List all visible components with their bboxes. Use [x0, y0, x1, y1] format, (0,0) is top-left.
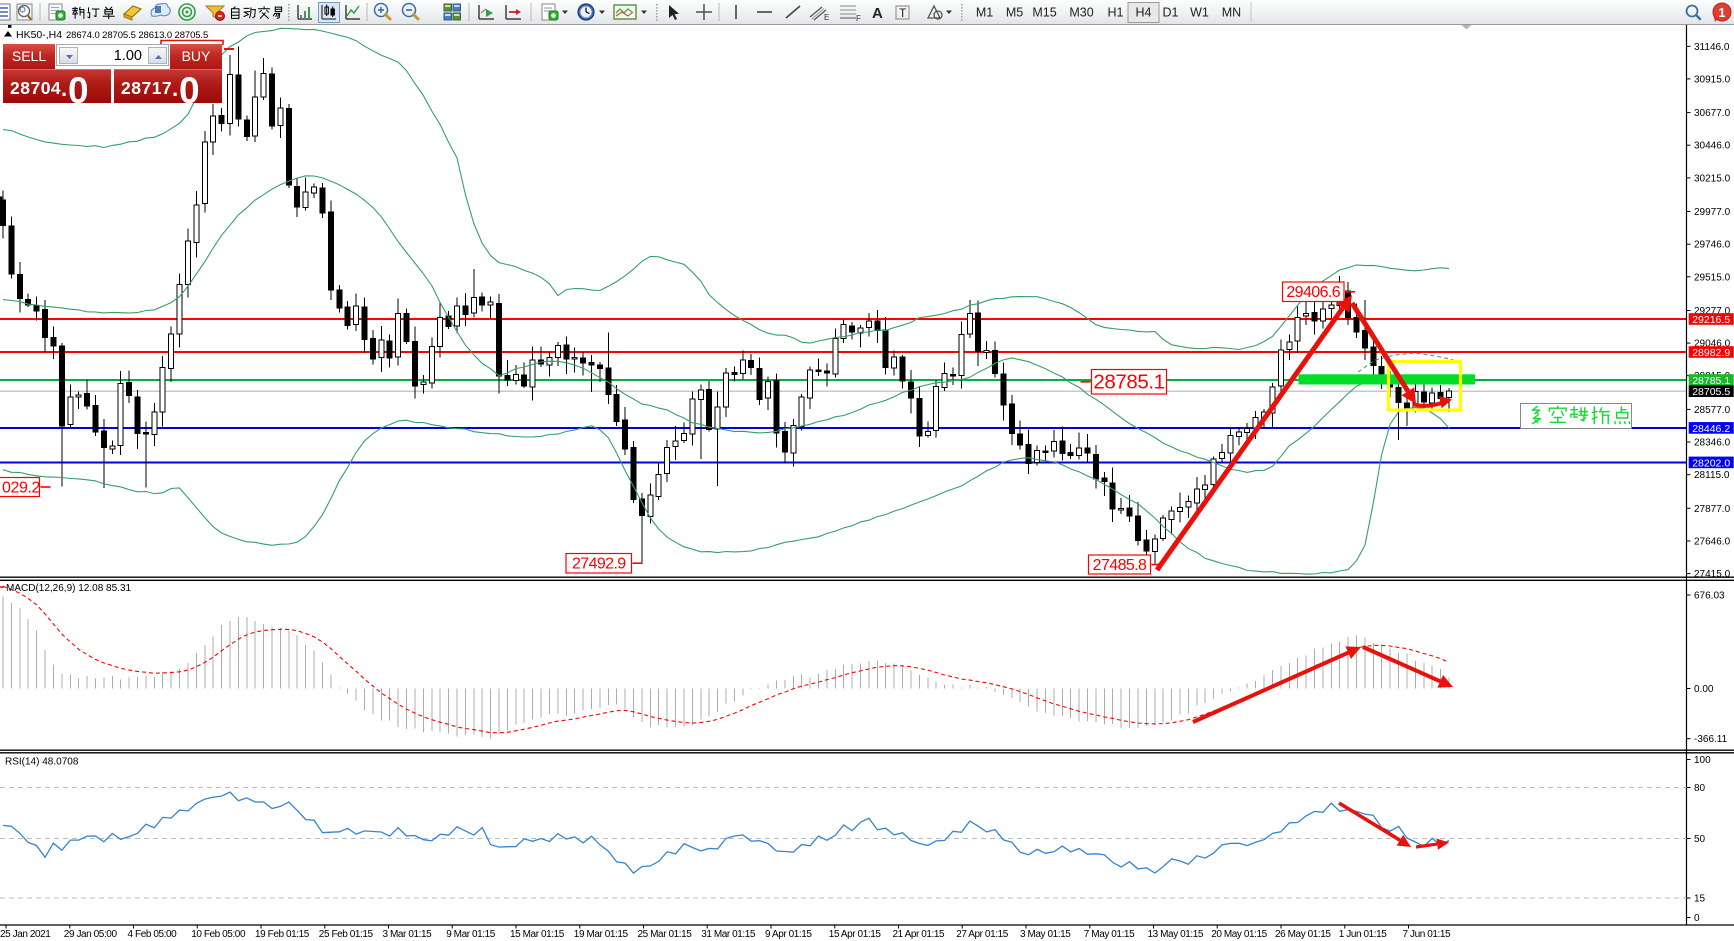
- svg-text:28346.0: 28346.0: [1694, 438, 1731, 449]
- svg-text:30215.0: 30215.0: [1694, 173, 1731, 184]
- svg-text:3 Mar 01:15: 3 Mar 01:15: [383, 929, 433, 940]
- svg-text:9 Apr 01:15: 9 Apr 01:15: [765, 929, 812, 940]
- svg-text:F: F: [856, 14, 861, 23]
- svg-text:31146.0: 31146.0: [1694, 42, 1730, 53]
- svg-text:D1: D1: [1163, 6, 1179, 20]
- svg-text:25 Jan 2021: 25 Jan 2021: [0, 929, 51, 940]
- svg-text:27492.9: 27492.9: [572, 556, 626, 573]
- svg-text:MACD(12,26,9) 12.08 85.31: MACD(12,26,9) 12.08 85.31: [6, 583, 132, 594]
- svg-text:676.03: 676.03: [1694, 591, 1725, 602]
- svg-text:1 Jun 01:15: 1 Jun 01:15: [1339, 929, 1388, 940]
- svg-text:20 May 01:15: 20 May 01:15: [1211, 929, 1267, 940]
- svg-text:28446.2: 28446.2: [1692, 423, 1730, 435]
- svg-text:MN: MN: [1222, 6, 1241, 20]
- svg-text:30677.0: 30677.0: [1694, 108, 1731, 119]
- svg-text:029.2: 029.2: [2, 480, 41, 497]
- svg-text:28982.9: 28982.9: [1692, 347, 1730, 359]
- svg-text:29277.0: 29277.0: [1694, 306, 1731, 317]
- svg-text:28674.0 28705.5 28613.0 28705.: 28674.0 28705.5 28613.0 28705.5: [66, 30, 208, 41]
- svg-text:50: 50: [1694, 834, 1706, 845]
- svg-text:15 Apr 01:15: 15 Apr 01:15: [829, 929, 882, 940]
- svg-text:19 Mar 01:15: 19 Mar 01:15: [574, 929, 629, 940]
- svg-text:25 Feb 01:15: 25 Feb 01:15: [319, 929, 374, 940]
- svg-text:W1: W1: [1190, 6, 1209, 20]
- svg-text:25 Mar 01:15: 25 Mar 01:15: [638, 929, 693, 940]
- svg-text:M30: M30: [1069, 6, 1093, 20]
- svg-text:0.00: 0.00: [1694, 684, 1714, 695]
- svg-text:1: 1: [1719, 6, 1726, 20]
- svg-text:M15: M15: [1032, 6, 1056, 20]
- svg-text:H4: H4: [1136, 6, 1152, 20]
- svg-text:30915.0: 30915.0: [1694, 74, 1731, 85]
- svg-text:28202.0: 28202.0: [1692, 457, 1730, 469]
- svg-text:27485.8: 27485.8: [1093, 557, 1147, 574]
- svg-text:100: 100: [1694, 755, 1711, 766]
- svg-text:29046.0: 29046.0: [1694, 339, 1731, 350]
- svg-text:26 May 01:15: 26 May 01:15: [1275, 929, 1331, 940]
- svg-text:-366.11: -366.11: [1694, 734, 1728, 745]
- svg-text:7 Jun 01:15: 7 Jun 01:15: [1403, 929, 1452, 940]
- svg-text:10 Feb 05:00: 10 Feb 05:00: [191, 929, 246, 940]
- svg-text:29 Jan 05:00: 29 Jan 05:00: [64, 929, 118, 940]
- svg-text:28785.1: 28785.1: [1692, 375, 1730, 387]
- svg-text:0: 0: [1694, 913, 1700, 924]
- svg-text:28705.5: 28705.5: [1692, 386, 1730, 398]
- svg-text:H1: H1: [1108, 6, 1124, 20]
- svg-text:28115.0: 28115.0: [1694, 470, 1730, 481]
- svg-text:HK50-,H4: HK50-,H4: [16, 29, 62, 41]
- svg-text:27 Apr 01:15: 27 Apr 01:15: [956, 929, 1009, 940]
- svg-text:29216.5: 29216.5: [1692, 314, 1730, 326]
- svg-text:15: 15: [1694, 894, 1706, 905]
- svg-text:31 Mar 01:15: 31 Mar 01:15: [701, 929, 756, 940]
- svg-text:4 Feb 05:00: 4 Feb 05:00: [128, 929, 178, 940]
- svg-text:29977.0: 29977.0: [1694, 207, 1731, 218]
- svg-text:27646.0: 27646.0: [1694, 537, 1731, 548]
- svg-text:27877.0: 27877.0: [1694, 504, 1731, 515]
- svg-text:A: A: [872, 5, 883, 22]
- svg-text:29406.6: 29406.6: [1286, 284, 1340, 301]
- svg-text:28785.1: 28785.1: [1093, 371, 1164, 394]
- svg-text:E: E: [824, 13, 829, 22]
- svg-text:28577.0: 28577.0: [1694, 405, 1731, 416]
- svg-text:27415.0: 27415.0: [1694, 569, 1731, 580]
- svg-text:RSI(14) 48.0708: RSI(14) 48.0708: [5, 757, 79, 768]
- svg-text:T: T: [899, 6, 907, 20]
- svg-text:9 Mar 01:15: 9 Mar 01:15: [446, 929, 496, 940]
- svg-text:21 Apr 01:15: 21 Apr 01:15: [893, 929, 946, 940]
- svg-text:7 May 01:15: 7 May 01:15: [1084, 929, 1135, 940]
- svg-text:M5: M5: [1006, 6, 1023, 20]
- svg-text:30446.0: 30446.0: [1694, 141, 1731, 152]
- svg-text:3 May 01:15: 3 May 01:15: [1020, 929, 1071, 940]
- svg-text:80: 80: [1694, 783, 1706, 794]
- svg-text:19 Feb 01:15: 19 Feb 01:15: [255, 929, 310, 940]
- svg-text:29515.0: 29515.0: [1694, 272, 1731, 283]
- svg-text:15 Mar 01:15: 15 Mar 01:15: [510, 929, 565, 940]
- svg-text:13 May 01:15: 13 May 01:15: [1148, 929, 1204, 940]
- svg-text:M1: M1: [976, 6, 993, 20]
- svg-text:29746.0: 29746.0: [1694, 240, 1731, 251]
